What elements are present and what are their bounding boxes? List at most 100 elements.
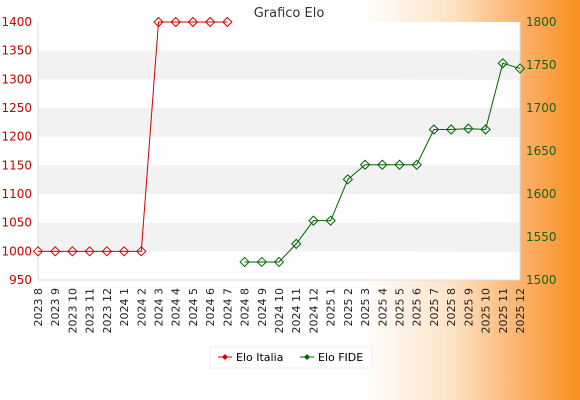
x-tick-label: 2023 8 [32, 288, 45, 327]
x-tick-label: 2024 9 [256, 288, 269, 327]
data-point [497, 58, 508, 69]
left-tick-label: 1200 [1, 130, 32, 144]
left-tick-label: 1150 [1, 158, 32, 172]
x-tick-label: 2025 11 [497, 288, 510, 334]
x-tick-label: 2024 10 [273, 288, 286, 334]
right-tick-label: 1600 [526, 187, 557, 201]
left-tick-label: 1300 [1, 72, 32, 86]
x-tick-label: 2024 12 [307, 288, 320, 334]
legend-label: Elo FIDE [318, 351, 363, 364]
plot-band [38, 136, 520, 166]
data-point [377, 159, 388, 170]
plot-band [38, 108, 520, 137]
data-point [32, 246, 44, 257]
data-point [325, 215, 336, 226]
data-point [67, 246, 78, 257]
legend: Elo Italia Elo FIDE [209, 346, 373, 369]
plot-band [38, 50, 520, 80]
data-point [153, 16, 164, 28]
series-line [244, 62, 521, 263]
data-point [170, 16, 181, 28]
data-point [428, 124, 440, 135]
data-point [463, 123, 474, 134]
x-tick-label: 2024 6 [204, 288, 217, 327]
data-point [291, 238, 302, 250]
x-tick-label: 2025 1 [325, 288, 338, 327]
left-tick-label: 1400 [1, 15, 32, 29]
data-point [308, 215, 319, 226]
x-tick-label: 2024 5 [187, 288, 200, 327]
data-point [359, 159, 371, 170]
x-tick-label: 2024 11 [290, 288, 303, 334]
x-tick-label: 2025 3 [359, 288, 372, 327]
x-tick-label: 2024 2 [135, 288, 148, 327]
right-tick-label: 1650 [526, 144, 557, 158]
plot-band [38, 222, 520, 252]
series-line [38, 21, 228, 252]
data-point [50, 246, 61, 257]
data-point [101, 246, 113, 257]
x-tick-label: 2024 7 [221, 288, 234, 327]
data-point [118, 246, 130, 257]
x-tick-label: 2025 4 [376, 288, 389, 327]
legend-marker [222, 354, 228, 360]
x-tick-label: 2023 9 [49, 288, 62, 327]
data-point [411, 159, 422, 170]
data-point [222, 16, 233, 28]
left-axis-ticks: 950 1000 1050 1100 1150 1200 1250 1300 1350 1400 [1, 15, 32, 287]
data-point [84, 246, 95, 257]
data-point [342, 174, 354, 185]
x-tick-label: 2024 3 [153, 288, 166, 327]
left-tick-label: 950 [9, 273, 32, 287]
x-tick-label: 2025 12 [514, 288, 527, 334]
data-point [239, 256, 250, 268]
data-point [256, 256, 267, 268]
chart-title: Grafico Elo [254, 6, 325, 21]
data-point [204, 16, 216, 28]
plot-band [38, 165, 520, 194]
legend-box [209, 346, 373, 369]
data-point [514, 63, 526, 74]
x-tick-label: 2023 11 [84, 288, 97, 334]
data-point [273, 256, 285, 268]
plot-band [38, 22, 520, 51]
x-tick-label: 2023 10 [66, 288, 79, 334]
left-tick-label: 1250 [1, 101, 32, 115]
left-tick-label: 1050 [1, 216, 32, 230]
x-tick-label: 2025 2 [342, 288, 355, 327]
data-point [187, 16, 199, 28]
legend-label: Elo Italia [236, 351, 283, 364]
data-point [445, 124, 457, 135]
data-point [394, 159, 405, 170]
right-tick-label: 1700 [526, 101, 557, 115]
plot-band [38, 251, 520, 280]
x-tick-label: 2025 8 [445, 288, 458, 327]
data-point [480, 124, 491, 135]
x-tick-label: 2025 5 [394, 288, 407, 327]
plot-background [37, 22, 521, 281]
x-tick-label: 2025 7 [428, 288, 441, 327]
left-tick-label: 1100 [1, 187, 32, 201]
legend-marker [304, 354, 310, 360]
x-tick-label: 2023 12 [101, 288, 114, 334]
x-tick-label: 2025 9 [462, 288, 475, 327]
plot-band [38, 194, 520, 223]
series-layer [32, 16, 526, 268]
left-tick-label: 1000 [1, 244, 32, 258]
x-tick-label: 2025 6 [411, 288, 424, 327]
right-tick-label: 1500 [526, 273, 557, 287]
x-tick-label: 2024 8 [239, 288, 252, 327]
x-tick-label: 2025 10 [480, 288, 493, 334]
right-axis-ticks: 1500 1550 1600 1650 1700 1750 1800 [526, 15, 557, 287]
x-tick-label: 2024 4 [170, 288, 183, 327]
plot-band [38, 79, 520, 108]
right-tick-label: 1800 [526, 15, 557, 29]
data-point [136, 246, 147, 257]
left-tick-label: 1350 [1, 44, 32, 58]
right-tick-label: 1550 [526, 230, 557, 244]
x-tick-label: 2024 1 [118, 288, 131, 327]
right-tick-label: 1750 [526, 58, 557, 72]
